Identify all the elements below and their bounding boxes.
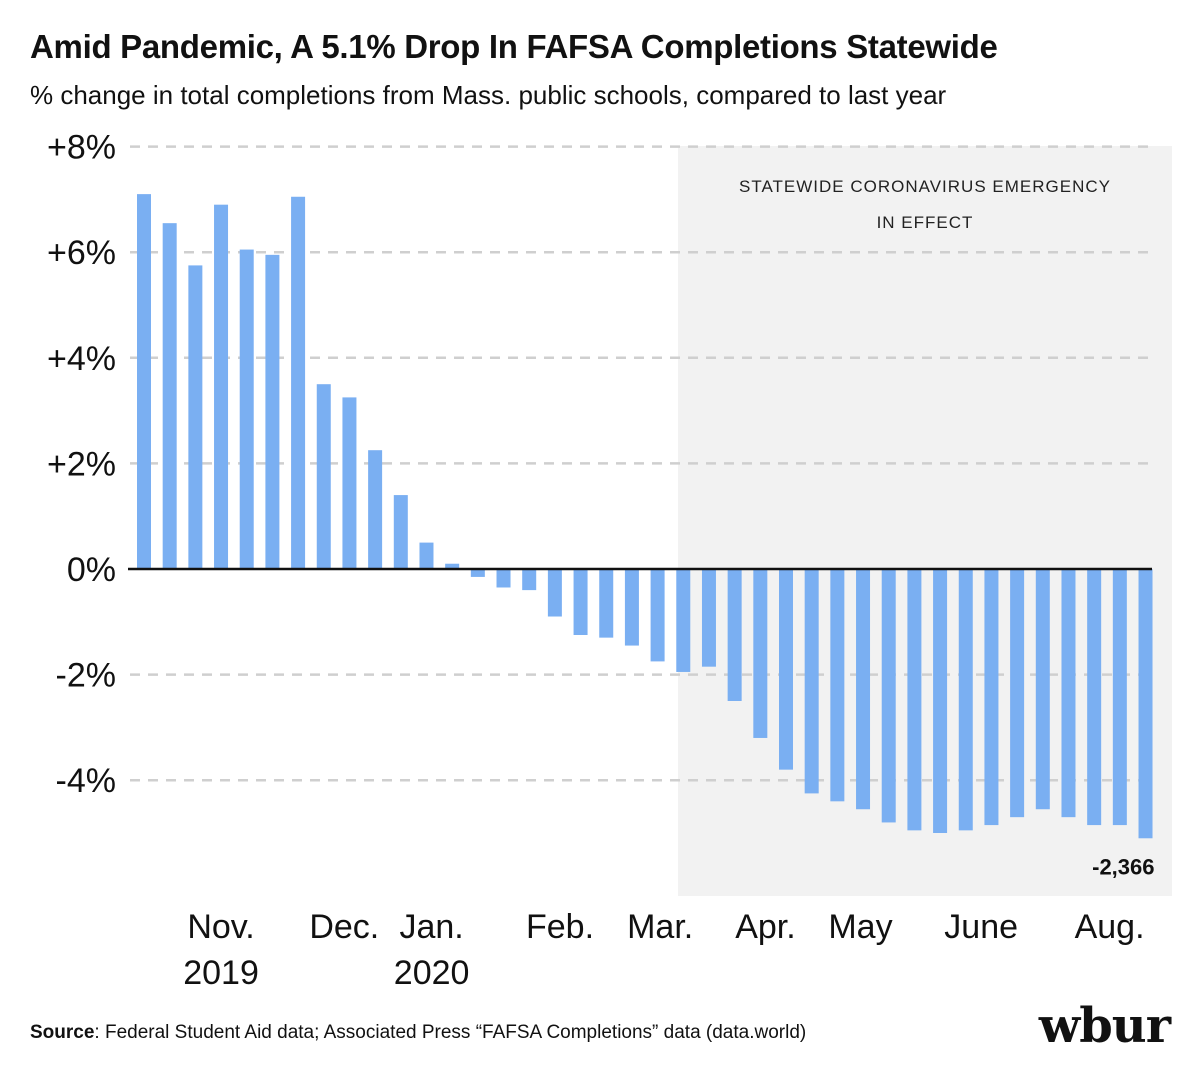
bar <box>419 542 434 569</box>
bar <box>779 569 793 770</box>
x-tick-label: Aug. <box>1075 908 1145 946</box>
bar <box>573 569 588 635</box>
x-tick-label: May <box>828 908 892 946</box>
bar <box>214 204 229 569</box>
y-tick-label: -2% <box>56 657 116 695</box>
bar <box>804 569 819 794</box>
bar <box>881 569 896 823</box>
bar <box>676 569 691 672</box>
source-footer: Source: Federal Student Aid data; Associ… <box>30 1022 806 1044</box>
y-tick-label: 0% <box>67 551 116 589</box>
shaded-region-label: STATEWIDE CORONAVIRUS EMERGENCY <box>739 177 1111 196</box>
bar <box>599 569 614 638</box>
chart-title: Amid Pandemic, A 5.1% Drop In FAFSA Comp… <box>30 28 998 65</box>
bar <box>624 569 639 646</box>
bar <box>1035 569 1050 810</box>
x-tick-label: Jan. <box>399 908 463 946</box>
bar <box>1087 569 1102 826</box>
bar <box>933 569 948 833</box>
y-tick-label: +4% <box>47 340 116 378</box>
x-tick-label: June <box>944 908 1018 946</box>
y-tick-label: +2% <box>47 445 116 483</box>
bar <box>727 569 742 701</box>
bar <box>830 569 845 802</box>
bar <box>856 569 871 810</box>
wbur-logo: wbur <box>1038 998 1171 1054</box>
source-label: Source <box>30 1022 95 1043</box>
bar <box>137 194 151 569</box>
bar <box>984 569 999 826</box>
bar <box>239 249 254 569</box>
bar <box>753 569 768 738</box>
bar <box>342 397 357 569</box>
bar <box>701 569 716 667</box>
y-tick-label: +6% <box>47 234 116 272</box>
bar <box>291 196 306 569</box>
bar <box>368 450 383 569</box>
x-tick-label: Apr. <box>735 908 795 946</box>
x-tick-label: Nov. <box>187 908 254 946</box>
bar <box>650 569 665 662</box>
x-tick-year-label: 2019 <box>183 954 259 992</box>
bar-chart: STATEWIDE CORONAVIRUS EMERGENCY IN EFFECT… <box>47 129 1172 992</box>
chart-subtitle: % change in total completions from Mass.… <box>30 80 947 110</box>
bar <box>907 569 922 831</box>
bar <box>522 569 537 591</box>
x-tick-year-label: 2020 <box>394 954 470 992</box>
bar <box>1010 569 1025 818</box>
shaded-region-label: IN EFFECT <box>877 213 974 232</box>
bar <box>547 569 562 617</box>
x-tick-label: Mar. <box>627 908 693 946</box>
last-value-annotation: -2,366 <box>1092 854 1154 879</box>
bar <box>162 223 177 569</box>
bar <box>958 569 973 831</box>
bar <box>265 254 280 569</box>
bar <box>496 569 511 588</box>
x-tick-label: Feb. <box>526 908 594 946</box>
bar <box>393 495 408 569</box>
bar <box>445 563 460 569</box>
bar <box>1112 569 1127 826</box>
y-tick-label: +8% <box>47 129 116 167</box>
bar <box>470 569 485 577</box>
y-tick-label: -4% <box>56 762 116 800</box>
source-text: : Federal Student Aid data; Associated P… <box>94 1022 807 1043</box>
x-tick-label: Dec. <box>309 908 379 946</box>
bar <box>1138 569 1153 839</box>
bar <box>188 265 203 569</box>
bar <box>1061 569 1076 818</box>
bar <box>316 384 331 569</box>
